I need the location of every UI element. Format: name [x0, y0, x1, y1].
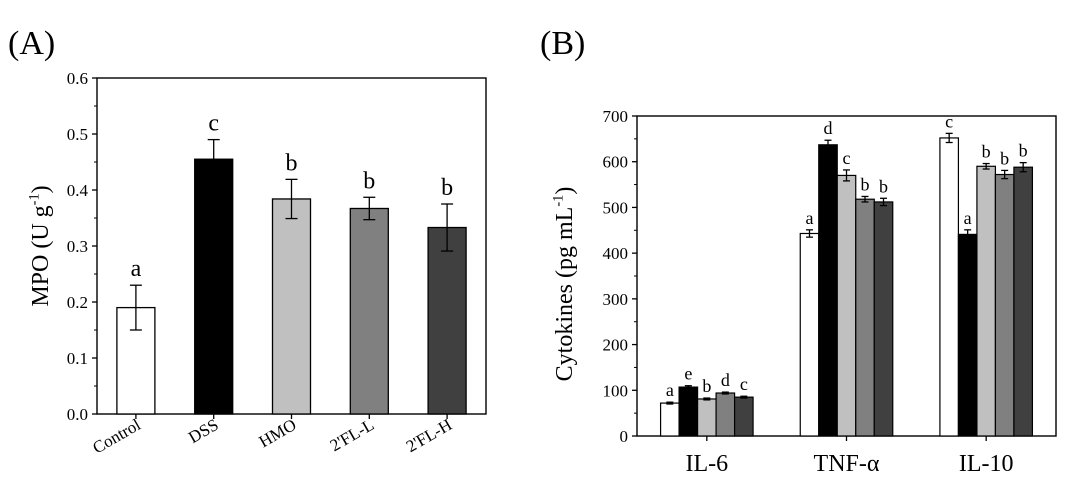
significance-letter-b: a	[666, 380, 674, 400]
bar-hmo	[271, 198, 312, 415]
y-tick-label-a: 0.0	[67, 405, 88, 424]
significance-letter-b: b	[982, 142, 991, 162]
x-tick-label-a: HMO	[256, 415, 300, 451]
bar-TNF-α-2'FL-L	[855, 198, 875, 437]
y-tick-label-a: 0.2	[67, 293, 88, 312]
y-tick-label-b: 400	[603, 244, 629, 263]
y-tick-label-b: 100	[603, 381, 629, 400]
y-tick-label-a: 0.3	[67, 237, 88, 256]
significance-letter-b: b	[861, 174, 870, 194]
significance-letter-b: a	[806, 208, 814, 228]
bar-TNF-α-2'FL-H	[873, 201, 894, 437]
bar-TNF-α-Control	[799, 232, 820, 437]
significance-letter-a: b	[286, 150, 298, 176]
y-axis-label-a: MPO (U g-1)	[26, 185, 54, 306]
bar-IL-10-2'FL-L	[994, 173, 1015, 437]
x-tick-label-a: 2'FL-L	[327, 415, 378, 455]
significance-letter-b: c	[945, 111, 953, 131]
bar-2'fl-h	[427, 226, 467, 415]
bar-IL-10-HMO	[976, 165, 997, 437]
significance-letter-b: c	[843, 148, 851, 168]
bar-IL-6-2'FL-L	[715, 392, 736, 437]
x-tick-label-a: Control	[89, 415, 144, 458]
significance-letter-b: b	[1000, 148, 1009, 168]
significance-letter-a: a	[131, 256, 142, 282]
significance-letter-b: d	[721, 370, 730, 390]
x-tick-label-b: TNF-α	[814, 451, 880, 477]
x-tick-label-b: IL-6	[686, 451, 729, 477]
y-tick-label-b: 300	[603, 290, 629, 309]
x-tick-label-b: IL-10	[959, 451, 1014, 477]
y-tick-label-a: 0.4	[67, 181, 89, 200]
significance-letter-b: d	[824, 118, 833, 138]
bar-dss	[194, 158, 234, 415]
significance-letter-b: b	[879, 176, 888, 196]
bar-IL-6-DSS	[678, 386, 699, 437]
bar-IL-6-Control	[659, 402, 680, 437]
chart-a: 0.0 0.1 0.2 0.3 0.4 0.5 0.6 MPO (U g-1) a Control…	[26, 69, 487, 458]
y-tick-label-b: 700	[603, 107, 629, 126]
bar-IL-10-Control	[939, 137, 960, 437]
bar-IL-6-2'FL-H	[733, 396, 754, 437]
significance-letter-a: b	[441, 175, 453, 201]
significance-letter-b: a	[964, 208, 972, 228]
bar-TNF-α-DSS	[818, 144, 838, 437]
chart-b: 0 100 200 300 400 500 600 700 Cytokines (pg mL-1…	[550, 107, 1057, 477]
significance-letter-b: e	[684, 364, 692, 384]
significance-letter-b: b	[1019, 141, 1028, 161]
panel-a-label: (A)	[8, 25, 55, 62]
y-tick-label-b: 500	[603, 198, 629, 217]
y-tick-label-b: 0	[620, 427, 629, 446]
x-tick-label-a: 2'FL-H	[403, 415, 455, 456]
bar-IL-10-2'FL-H	[1013, 166, 1034, 437]
y-axis-label-b: Cytokines (pg mL-1)	[550, 187, 578, 382]
bar-2'fl-l	[349, 207, 389, 415]
bar-IL-6-HMO	[696, 398, 717, 437]
y-tick-label-b: 600	[603, 153, 629, 172]
significance-letter-b: b	[702, 376, 711, 396]
bar-TNF-α-HMO	[836, 174, 857, 437]
y-tick-label-a: 0.6	[67, 69, 88, 88]
significance-letter-b: c	[740, 374, 748, 394]
panel-b-label: (B)	[540, 25, 585, 62]
significance-letter-a: b	[363, 168, 375, 194]
significance-letter-a: c	[208, 111, 219, 137]
y-tick-label-a: 0.5	[67, 125, 88, 144]
y-tick-label-b: 200	[603, 336, 629, 355]
bar-IL-10-DSS	[957, 233, 978, 437]
y-tick-label-a: 0.1	[67, 349, 88, 368]
x-tick-label-a: DSS	[185, 415, 222, 447]
